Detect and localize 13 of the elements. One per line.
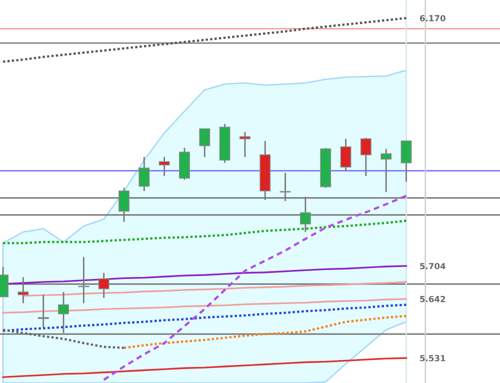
candlestick	[138, 156, 150, 192]
candlestick	[240, 131, 250, 158]
candlestick	[158, 156, 170, 177]
candlestick	[340, 138, 352, 172]
y-tick-label: 6.170	[420, 15, 446, 22]
candlestick	[199, 128, 210, 158]
candlestick	[38, 294, 49, 329]
y-tick-label: 5.704	[420, 262, 446, 270]
candlestick	[360, 137, 372, 177]
y-tick-label: 5.642	[420, 296, 446, 302]
y-tick-label: 5.531	[420, 354, 446, 362]
candlestick	[400, 140, 412, 183]
candlestick	[380, 148, 392, 193]
